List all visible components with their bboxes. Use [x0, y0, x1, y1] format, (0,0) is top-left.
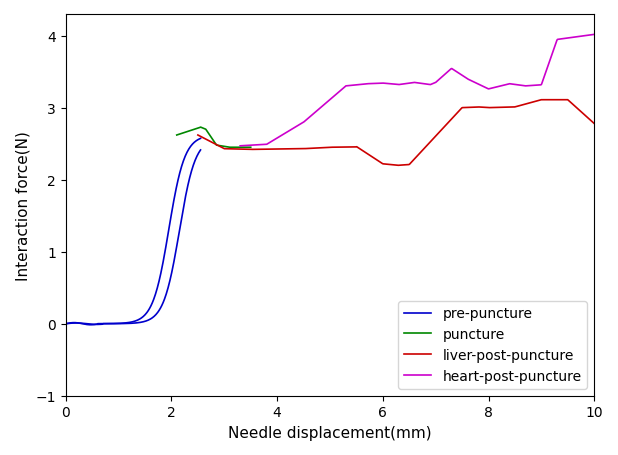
Line: liver-post-puncture: liver-post-puncture [198, 101, 594, 166]
liver-post-puncture [493, 106, 501, 111]
liver-post-puncture [538, 98, 546, 103]
pre-puncture [176, 171, 184, 176]
heart-post-puncture [445, 69, 452, 74]
heart-post-puncture [503, 82, 510, 88]
liver-post-puncture [194, 133, 201, 138]
puncture [244, 145, 252, 151]
Legend: pre-puncture, puncture, liver-post-puncture, heart-post-puncture: pre-puncture, puncture, liver-post-punct… [398, 301, 587, 389]
pre-puncture [185, 148, 192, 153]
pre-puncture [143, 311, 150, 316]
pre-puncture [142, 311, 150, 317]
liver-post-puncture [373, 158, 381, 163]
liver-post-puncture [296, 147, 303, 152]
pre-puncture [197, 136, 204, 142]
liver-post-puncture [265, 147, 272, 152]
heart-post-puncture [237, 144, 244, 149]
heart-post-puncture [299, 121, 307, 126]
Y-axis label: Interaction force(N): Interaction force(N) [15, 131, 30, 280]
Line: heart-post-puncture: heart-post-puncture [240, 35, 594, 147]
puncture [247, 145, 255, 151]
heart-post-puncture [328, 96, 335, 102]
liver-post-puncture [395, 163, 402, 169]
heart-post-puncture [590, 33, 598, 38]
pre-puncture [62, 321, 70, 327]
puncture [176, 132, 184, 137]
pre-puncture [145, 308, 153, 313]
heart-post-puncture [397, 82, 404, 88]
Line: puncture: puncture [177, 128, 251, 148]
puncture [197, 125, 204, 131]
pre-puncture [87, 322, 95, 328]
liver-post-puncture [428, 138, 436, 143]
X-axis label: Needle displacement(mm): Needle displacement(mm) [228, 425, 432, 440]
pre-puncture [62, 321, 69, 327]
puncture [173, 133, 180, 138]
puncture [242, 145, 249, 151]
Line: pre-puncture: pre-puncture [66, 139, 200, 325]
puncture [193, 126, 200, 132]
puncture [226, 145, 234, 151]
liver-post-puncture [459, 106, 467, 111]
puncture [177, 131, 185, 137]
heart-post-puncture [473, 81, 480, 87]
liver-post-puncture [590, 121, 598, 127]
puncture [187, 128, 194, 134]
